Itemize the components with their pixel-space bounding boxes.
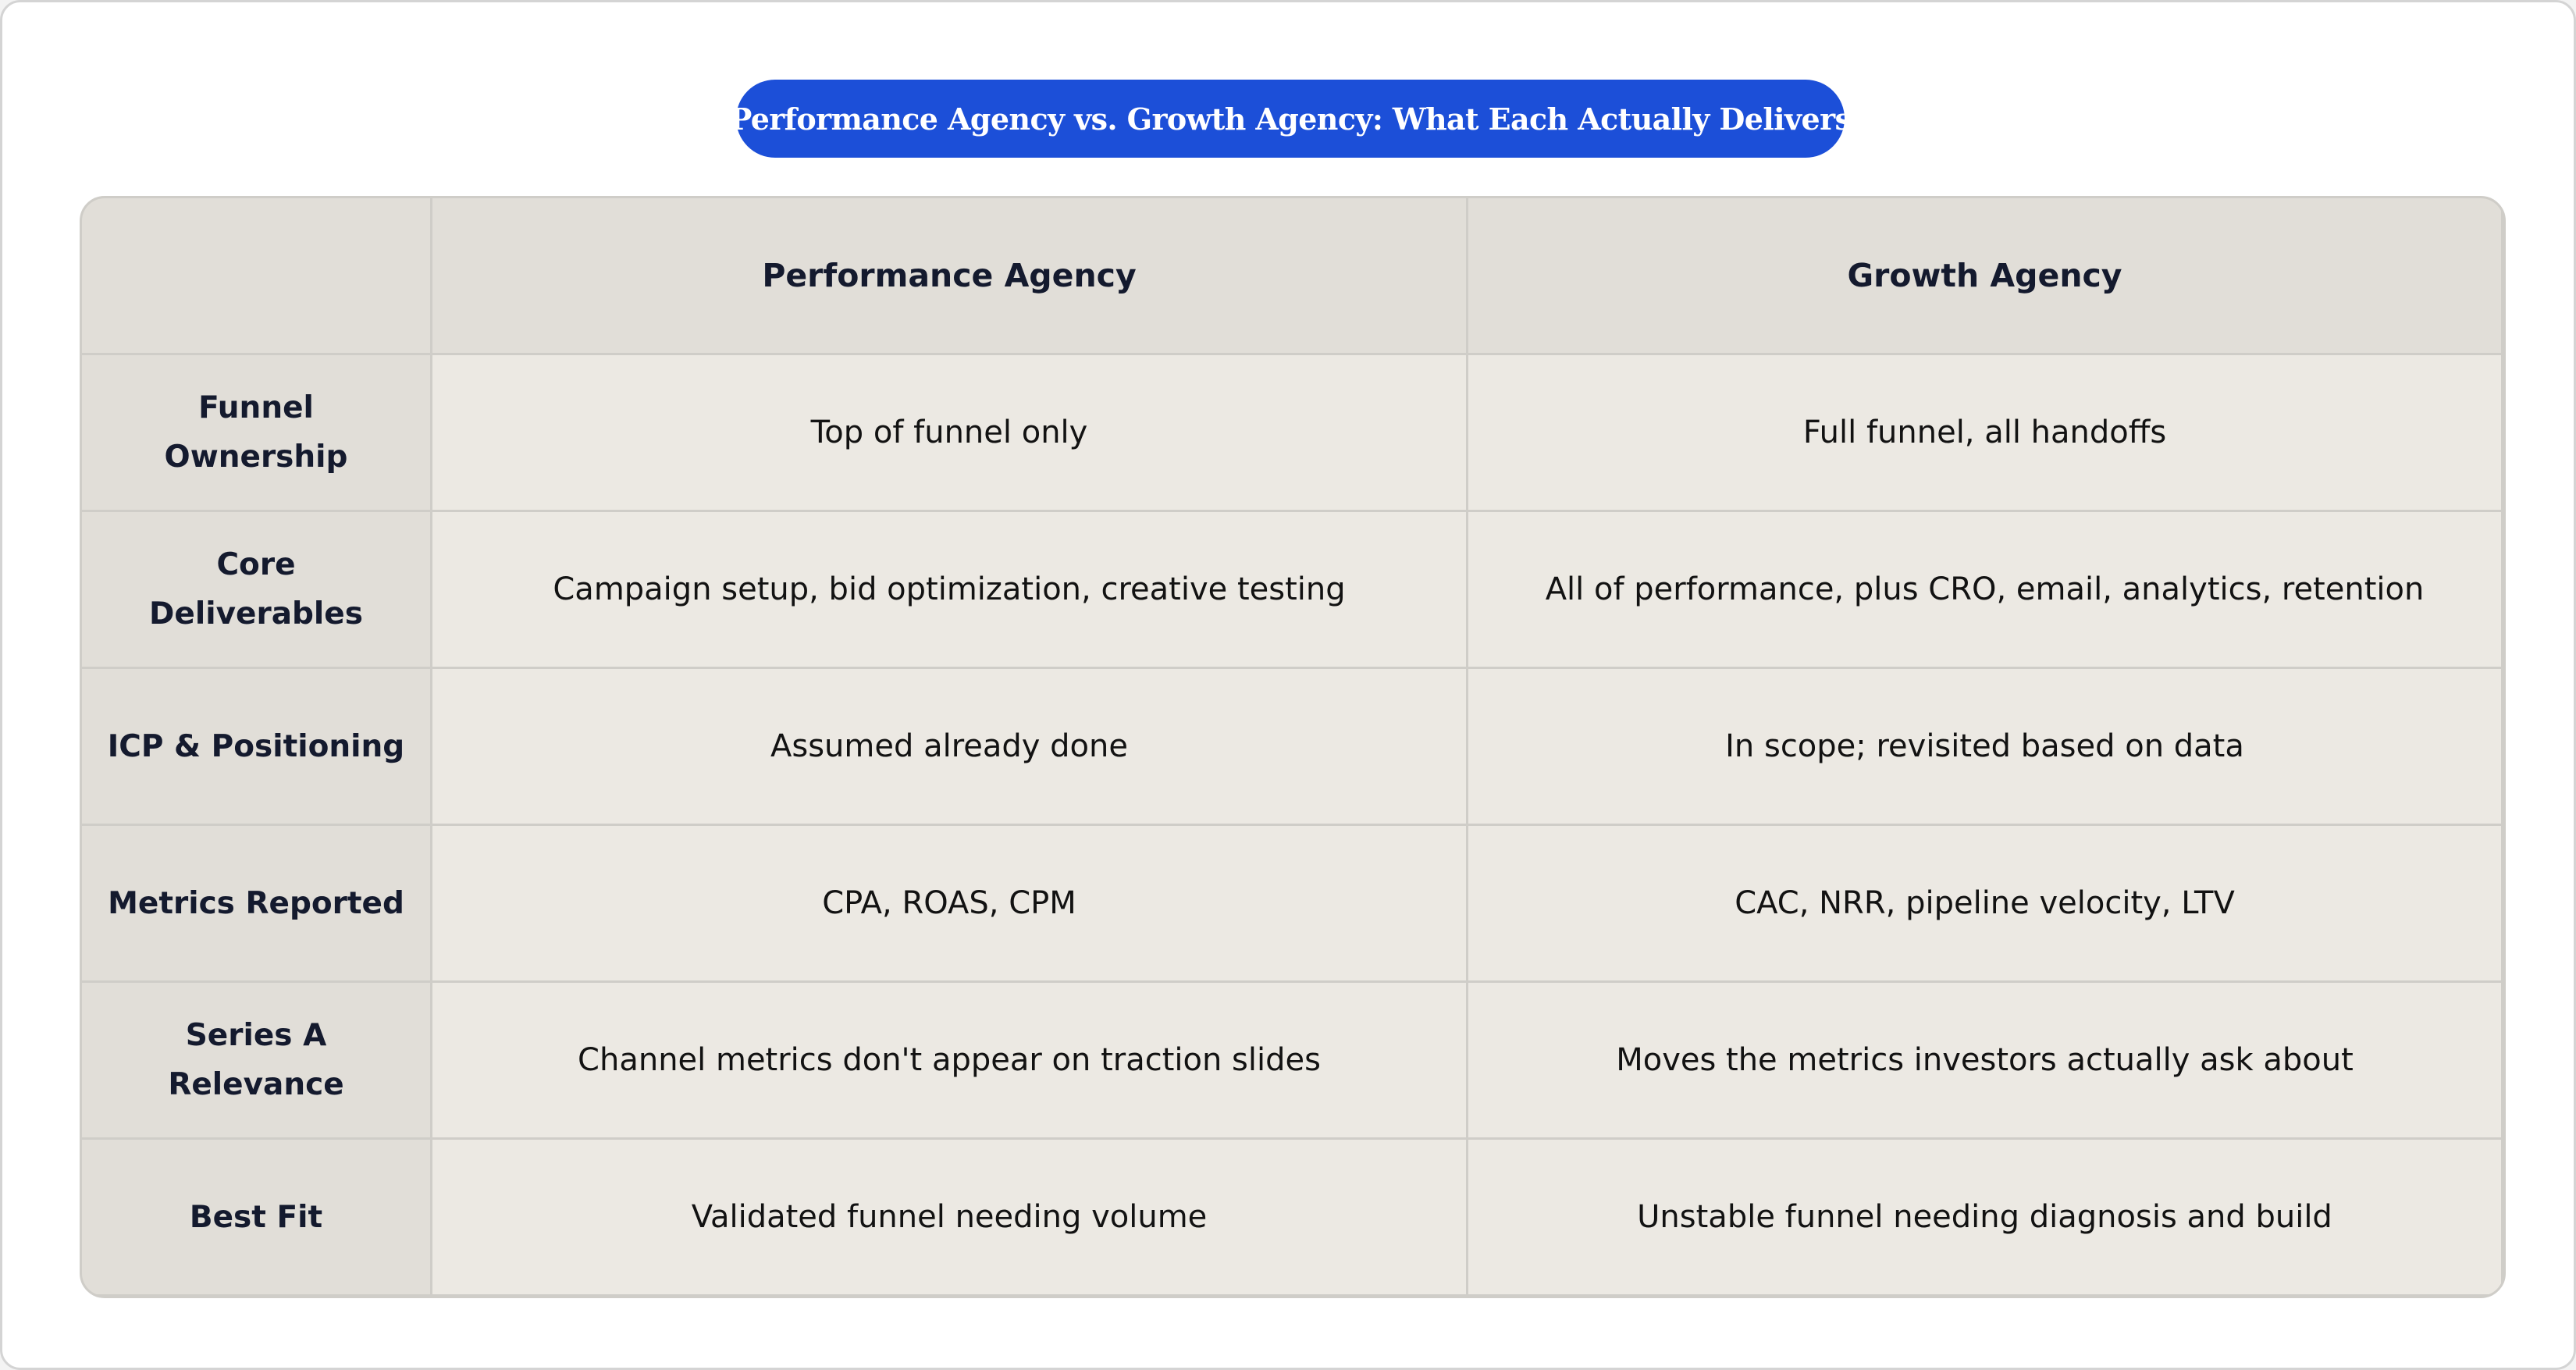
table-cell-performance: Top of funnel only [430, 353, 1466, 510]
table-cell-growth: Unstable funnel needing diagnosis and bu… [1466, 1137, 2501, 1294]
table-cell-growth: Full funnel, all handoffs [1466, 353, 2501, 510]
comparison-table: Performance Agency Growth Agency Funnel … [80, 196, 2506, 1298]
table-cell-growth: CAC, NRR, pipeline velocity, LTV [1466, 824, 2501, 980]
table-cell-performance: Campaign setup, bid optimization, creati… [430, 510, 1466, 667]
table-cell-growth: In scope; revisited based on data [1466, 667, 2501, 824]
row-label: Funnel Ownership [82, 353, 430, 510]
row-label: Best Fit [82, 1137, 430, 1294]
table-cell-growth: All of performance, plus CRO, email, ana… [1466, 510, 2501, 667]
table-cell-growth: Moves the metrics investors actually ask… [1466, 980, 2501, 1137]
table-header-corner [82, 198, 430, 353]
row-label: ICP & Positioning [82, 667, 430, 824]
page-title: Performance Agency vs. Growth Agency: Wh… [730, 80, 1852, 158]
table-header-performance: Performance Agency [430, 198, 1466, 353]
table-cell-performance: Assumed already done [430, 667, 1466, 824]
table-cell-performance: Validated funnel needing volume [430, 1137, 1466, 1294]
row-label: Core Deliverables [82, 510, 430, 667]
table-header-growth: Growth Agency [1466, 198, 2501, 353]
row-label: Metrics Reported [82, 824, 430, 980]
table-cell-performance: Channel metrics don't appear on traction… [430, 980, 1466, 1137]
table-cell-performance: CPA, ROAS, CPM [430, 824, 1466, 980]
row-label: Series A Relevance [82, 980, 430, 1137]
